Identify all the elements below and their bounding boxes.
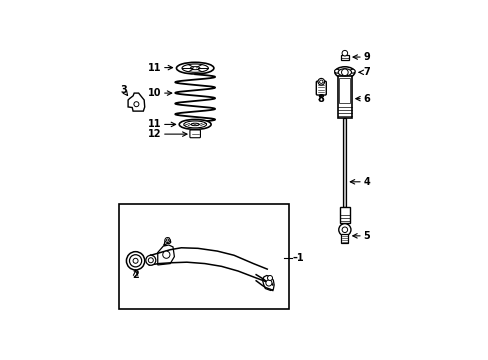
FancyBboxPatch shape: [316, 81, 325, 95]
Circle shape: [164, 238, 170, 243]
Polygon shape: [158, 245, 174, 265]
Circle shape: [341, 69, 347, 76]
Circle shape: [317, 78, 324, 85]
Ellipse shape: [338, 69, 351, 76]
Ellipse shape: [334, 67, 354, 78]
FancyBboxPatch shape: [343, 118, 346, 207]
Ellipse shape: [190, 67, 200, 70]
Text: 11: 11: [147, 120, 161, 129]
Circle shape: [134, 102, 139, 107]
Ellipse shape: [179, 120, 211, 129]
Text: 10: 10: [147, 88, 161, 98]
Text: 7: 7: [363, 67, 370, 77]
Text: 2: 2: [132, 270, 139, 280]
Ellipse shape: [334, 69, 339, 73]
Circle shape: [133, 258, 138, 263]
Circle shape: [265, 280, 271, 286]
Circle shape: [166, 239, 168, 241]
Text: 6: 6: [363, 94, 370, 104]
Text: 8: 8: [317, 94, 324, 104]
Circle shape: [267, 275, 272, 280]
FancyBboxPatch shape: [340, 55, 348, 60]
Circle shape: [126, 252, 144, 270]
Circle shape: [338, 224, 350, 236]
Text: 9: 9: [363, 52, 370, 62]
FancyBboxPatch shape: [339, 207, 349, 223]
Circle shape: [342, 227, 347, 233]
Text: 3: 3: [120, 85, 127, 95]
Text: –1: –1: [292, 253, 303, 263]
Ellipse shape: [183, 121, 206, 128]
Text: 5: 5: [363, 231, 370, 241]
Circle shape: [163, 251, 170, 258]
FancyBboxPatch shape: [189, 130, 200, 138]
Text: 4: 4: [363, 177, 370, 187]
Ellipse shape: [349, 69, 354, 73]
Circle shape: [319, 80, 322, 84]
Bar: [119, 204, 289, 309]
Circle shape: [129, 255, 142, 267]
FancyBboxPatch shape: [341, 234, 348, 243]
Ellipse shape: [191, 123, 199, 126]
FancyBboxPatch shape: [339, 78, 350, 103]
Circle shape: [342, 50, 347, 56]
Polygon shape: [128, 93, 144, 111]
Text: 12: 12: [147, 129, 161, 139]
Ellipse shape: [176, 62, 213, 74]
Text: 11: 11: [147, 63, 161, 73]
Polygon shape: [262, 275, 274, 291]
Circle shape: [145, 255, 156, 265]
Circle shape: [148, 258, 153, 263]
FancyBboxPatch shape: [338, 76, 351, 118]
Ellipse shape: [182, 64, 208, 72]
